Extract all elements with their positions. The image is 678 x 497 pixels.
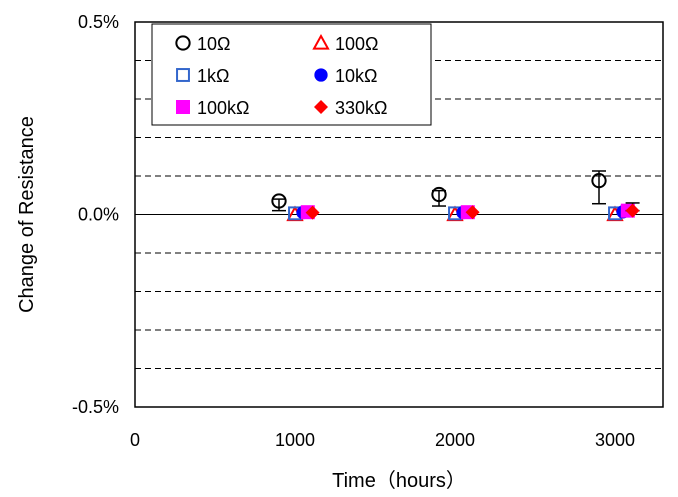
y-tick-label: 0.5%: [78, 12, 119, 32]
series: [286, 205, 624, 222]
axis-ticks: 0 1000 2000 3000 -0.5% 0.0% 0.5%: [72, 12, 635, 450]
legend-label: 10Ω: [197, 34, 230, 54]
x-tick-label: 3000: [595, 430, 635, 450]
data-points: [271, 170, 640, 222]
data-point: [176, 68, 190, 82]
x-tick-label: 2000: [435, 430, 475, 450]
legend-label: 10kΩ: [335, 66, 377, 86]
plot-area: [134, 21, 664, 408]
data-point: [175, 35, 191, 51]
legend-label: 330kΩ: [335, 98, 388, 118]
data-point: [625, 203, 640, 218]
data-point: [431, 186, 447, 203]
data-point: [176, 100, 190, 114]
legend-box: [151, 23, 432, 126]
legend-label: 100kΩ: [197, 98, 250, 118]
series: [271, 170, 607, 212]
y-tick-label: -0.5%: [72, 397, 119, 417]
series: [305, 202, 640, 220]
x-axis-title: Time（hours）: [332, 469, 466, 492]
data-point: [305, 205, 320, 220]
legend-label: 100Ω: [335, 34, 379, 54]
data-point: [465, 205, 480, 220]
data-point: [271, 193, 287, 209]
data-point: [591, 172, 607, 189]
x-tick-label: 1000: [275, 430, 315, 450]
data-point: [314, 100, 328, 114]
x-tick-label: 0: [130, 430, 140, 450]
y-axis-title: Change of Resistance: [16, 116, 38, 313]
legend: 10Ω 100Ω 1kΩ 10kΩ 100kΩ 330kΩ: [151, 23, 432, 126]
legend-label: 1kΩ: [197, 66, 229, 86]
y-tick-label: 0.0%: [78, 205, 119, 225]
data-point: [312, 33, 330, 50]
data-point: [314, 68, 328, 82]
